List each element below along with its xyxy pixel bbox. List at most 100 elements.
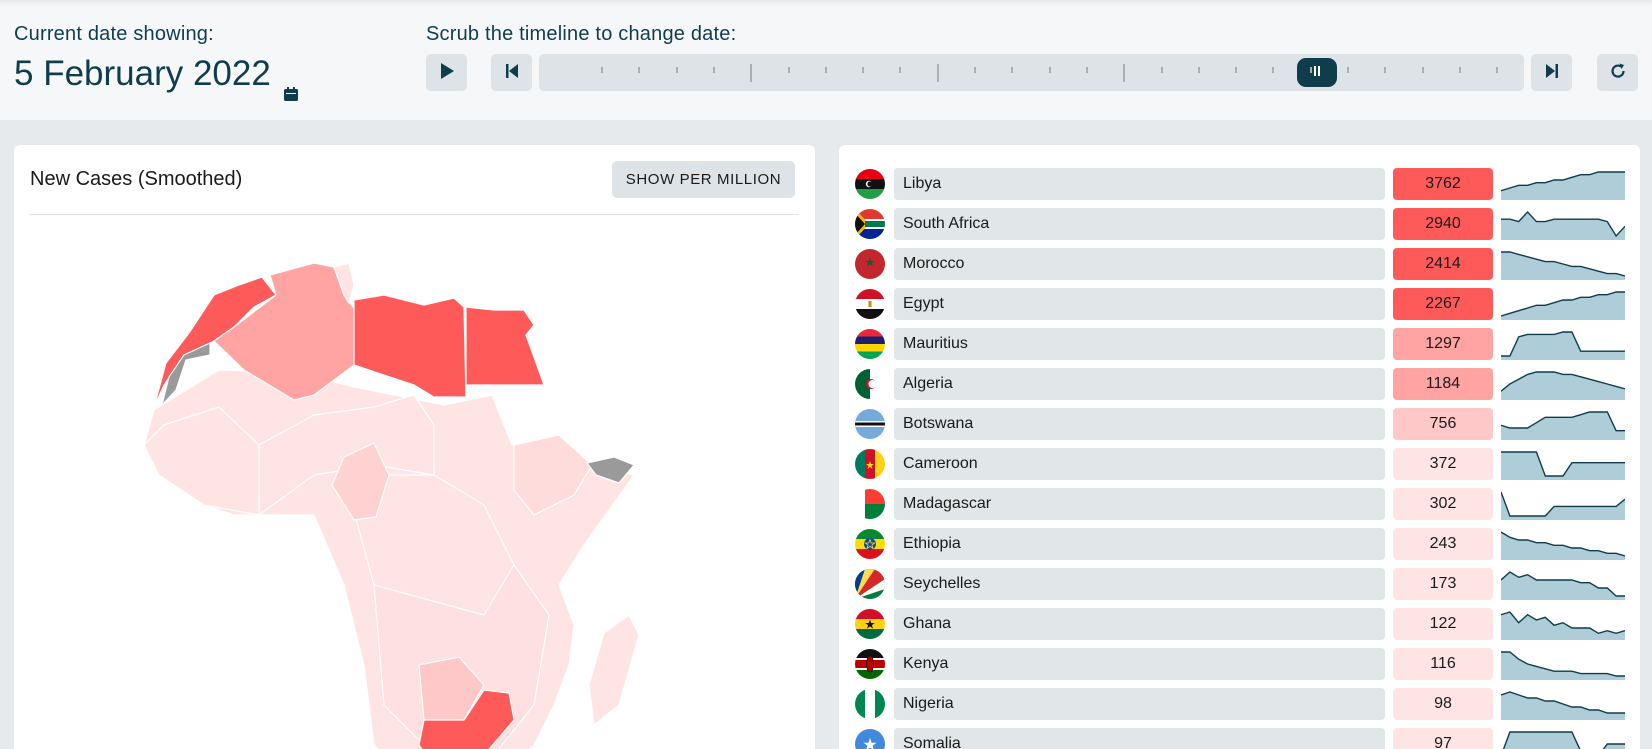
country-name: Mauritius (894, 328, 1385, 360)
africa-choropleth-map[interactable] (14, 145, 815, 749)
flag-icon (855, 209, 885, 239)
timeline-tick (1123, 64, 1126, 82)
timeline-tick (1272, 67, 1275, 73)
timeline-tick (638, 67, 641, 73)
show-per-million-button[interactable]: SHOW PER MILLION (612, 161, 795, 198)
trend-sparkline (1501, 208, 1626, 240)
country-name: Madagascar (894, 488, 1385, 520)
timeline-tick (1309, 67, 1312, 73)
trend-sparkline (1500, 488, 1626, 520)
case-count-value: 243 (1393, 528, 1493, 560)
map-region-libya (353, 294, 467, 398)
timeline-tick (787, 67, 790, 73)
timeline-slider[interactable] (539, 54, 1524, 91)
country-row[interactable]: Algeria 1184 (855, 368, 1626, 400)
timeline-slider-handle[interactable] (1297, 58, 1338, 87)
country-row[interactable]: Egypt 2267 (855, 288, 1625, 320)
country-name: Botswana (894, 408, 1385, 440)
current-date-display: 5 February 2022 (14, 54, 299, 101)
country-name: Nigeria (894, 688, 1385, 720)
calendar-icon[interactable] (283, 71, 299, 101)
flag-icon (855, 689, 885, 719)
case-count-value: 756 (1393, 408, 1493, 440)
timeline-tick (1048, 67, 1051, 73)
play-button[interactable] (426, 54, 467, 91)
flag-icon (855, 649, 885, 679)
timeline-tick (936, 64, 939, 82)
case-count-value: 97 (1393, 728, 1493, 749)
country-name: Algeria (894, 368, 1385, 400)
flag-icon (855, 729, 885, 749)
country-row[interactable]: Nigeria 98 (855, 688, 1625, 720)
play-icon (439, 62, 455, 83)
country-name: Ethiopia (894, 528, 1385, 560)
country-row[interactable]: Somalia 97 (855, 728, 1625, 749)
trend-sparkline (1500, 568, 1625, 600)
flag-icon (855, 609, 885, 639)
case-count-value: 372 (1393, 448, 1493, 480)
trend-sparkline (1500, 608, 1626, 640)
country-name: Cameroon (894, 448, 1385, 480)
timeline-tick (899, 67, 902, 73)
country-name: Egypt (894, 288, 1385, 320)
timeline-tick (1421, 67, 1424, 73)
skip-forward-icon (1545, 63, 1559, 82)
trend-sparkline (1501, 328, 1625, 360)
flag-icon (855, 249, 885, 279)
refresh-icon (1609, 62, 1627, 83)
case-count-value: 173 (1393, 568, 1493, 600)
case-count-value: 2414 (1393, 248, 1493, 280)
country-row[interactable]: Mauritius 1297 (855, 328, 1625, 360)
trend-sparkline (1501, 728, 1625, 749)
map-region-madagascar (588, 614, 640, 726)
map-region-tunisia (333, 262, 355, 304)
country-row[interactable]: Cameroon 372 (855, 448, 1625, 480)
timeline-tick (824, 67, 827, 73)
country-row[interactable]: Seychelles 173 (855, 568, 1625, 600)
step-back-button[interactable] (491, 54, 532, 91)
country-row[interactable]: Kenya 116 (855, 648, 1625, 680)
country-row[interactable]: Madagascar 302 (855, 488, 1626, 520)
country-row[interactable]: South Africa 2940 (855, 208, 1626, 240)
trend-sparkline (1500, 408, 1625, 440)
country-row[interactable]: Libya 3762 (855, 168, 1625, 200)
trend-sparkline (1501, 448, 1625, 480)
top-bar: Current date showing: 5 February 2022 Sc… (0, 0, 1652, 120)
country-name: Kenya (894, 648, 1385, 680)
current-date-label: Current date showing: (14, 23, 214, 45)
timeline-tick (1235, 67, 1238, 73)
timeline-tick (1496, 67, 1499, 73)
map-region-western-sahara (161, 342, 211, 406)
country-name: Morocco (894, 248, 1385, 280)
map-region-sahel (258, 394, 435, 516)
country-row[interactable]: Morocco 2414 (855, 248, 1626, 280)
flag-icon (855, 569, 885, 599)
timeline-tick (712, 67, 715, 73)
step-forward-button[interactable] (1531, 54, 1572, 91)
country-row[interactable]: Ethiopia 243 (855, 528, 1626, 560)
case-count-value: 302 (1393, 488, 1493, 520)
flag-icon (855, 329, 885, 359)
country-row[interactable]: Ghana 122 (855, 608, 1626, 640)
trend-sparkline (1500, 528, 1626, 560)
flag-icon (855, 489, 885, 519)
country-row[interactable]: Botswana 756 (855, 408, 1625, 440)
map-region-botswana (418, 656, 485, 721)
timeline-tick (974, 67, 976, 73)
country-list-panel: Libya 3762 South Africa 2940 Morocco 2414 Egyp… (839, 145, 1640, 749)
timeline-tick (1160, 67, 1163, 73)
case-count-value: 2940 (1393, 208, 1493, 240)
trend-sparkline (1500, 368, 1626, 400)
case-count-value: 2267 (1393, 288, 1493, 320)
country-name: South Africa (894, 208, 1385, 240)
timeline-tick (1197, 67, 1200, 73)
case-count-value: 1297 (1393, 328, 1493, 360)
flag-icon (855, 169, 885, 199)
panel-divider (30, 214, 799, 215)
country-name: Ghana (894, 608, 1385, 640)
scrub-timeline-label: Scrub the timeline to change date: (426, 23, 737, 45)
country-name: Seychelles (894, 568, 1385, 600)
case-count-value: 122 (1393, 608, 1493, 640)
flag-icon (855, 289, 885, 319)
reset-button[interactable] (1597, 54, 1638, 91)
